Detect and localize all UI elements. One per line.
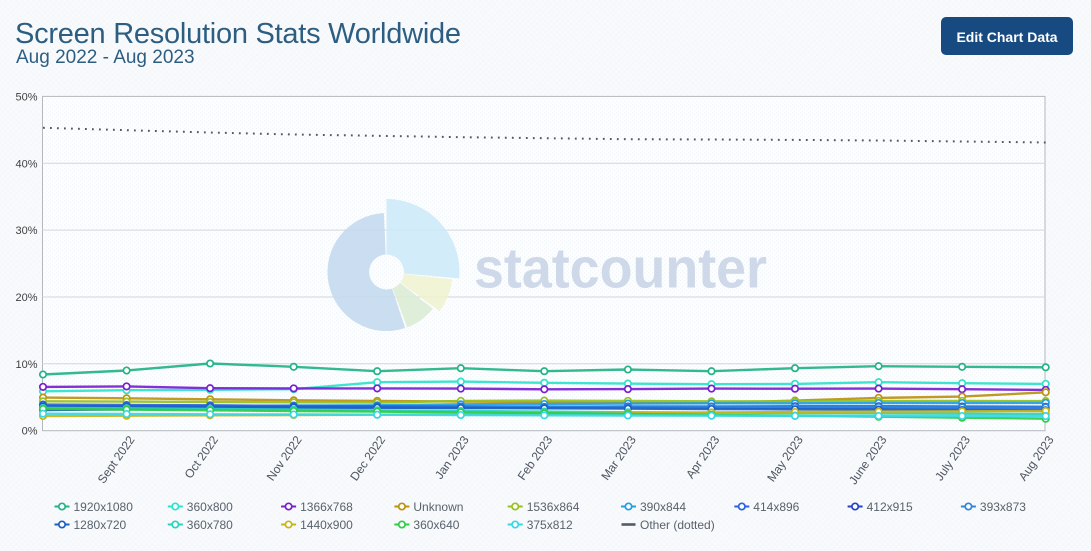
- svg-text:Nov 2022: Nov 2022: [264, 433, 305, 483]
- svg-text:30%: 30%: [15, 225, 37, 237]
- svg-text:Aug 2023: Aug 2023: [1016, 433, 1057, 483]
- svg-text:statcounter: statcounter: [474, 237, 767, 301]
- svg-text:Oct 2022: Oct 2022: [182, 433, 222, 481]
- svg-text:1366x768: 1366x768: [300, 500, 353, 514]
- svg-text:Other (dotted): Other (dotted): [640, 518, 715, 532]
- svg-text:412x915: 412x915: [867, 500, 913, 514]
- svg-text:1440x900: 1440x900: [300, 518, 353, 532]
- svg-text:June 2023: June 2023: [846, 433, 890, 487]
- svg-text:360x780: 360x780: [187, 518, 233, 532]
- svg-text:0%: 0%: [22, 426, 38, 438]
- svg-text:Jan 2023: Jan 2023: [432, 433, 472, 482]
- svg-text:1536x864: 1536x864: [527, 500, 580, 514]
- svg-text:393x873: 393x873: [980, 500, 1026, 514]
- svg-text:50%: 50%: [15, 91, 37, 103]
- svg-text:Dec 2022: Dec 2022: [347, 433, 388, 483]
- svg-text:40%: 40%: [15, 158, 37, 170]
- svg-text:May 2023: May 2023: [764, 433, 806, 484]
- svg-text:July 2023: July 2023: [932, 433, 973, 483]
- svg-text:20%: 20%: [15, 292, 37, 304]
- svg-text:Apr 2023: Apr 2023: [683, 433, 723, 481]
- svg-text:1920x1080: 1920x1080: [74, 500, 134, 514]
- svg-text:10%: 10%: [15, 359, 37, 371]
- svg-text:1280x720: 1280x720: [74, 518, 127, 532]
- svg-text:360x800: 360x800: [187, 500, 233, 514]
- svg-text:Sept 2022: Sept 2022: [95, 433, 138, 486]
- svg-text:375x812: 375x812: [527, 518, 573, 532]
- svg-text:360x640: 360x640: [413, 518, 459, 532]
- svg-text:390x844: 390x844: [640, 500, 686, 514]
- svg-text:Mar 2023: Mar 2023: [598, 433, 639, 483]
- svg-text:414x896: 414x896: [753, 500, 799, 514]
- svg-text:Unknown: Unknown: [413, 500, 463, 514]
- svg-text:Feb 2023: Feb 2023: [515, 433, 556, 483]
